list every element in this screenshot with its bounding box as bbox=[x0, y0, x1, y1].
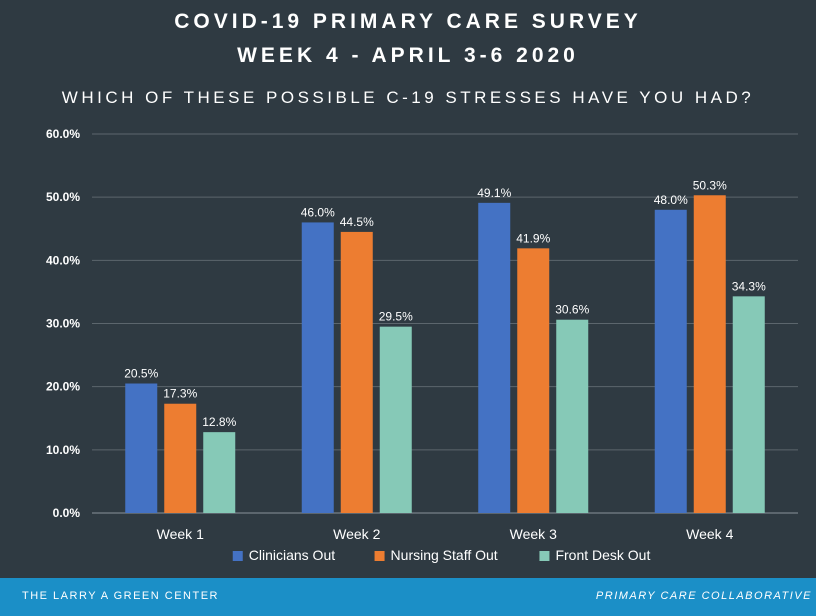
bar-front-desk-out-week-2 bbox=[379, 326, 412, 513]
legend-swatch bbox=[232, 551, 243, 561]
chart-title-line-1: COVID-19 PRIMARY CARE SURVEY bbox=[174, 10, 642, 33]
data-label: 20.5% bbox=[124, 367, 158, 381]
data-label: 30.6% bbox=[555, 303, 589, 317]
y-tick-label: 20.0% bbox=[46, 380, 80, 394]
bar-clinicians-out-week-2 bbox=[301, 222, 334, 513]
x-tick-label: Week 1 bbox=[157, 526, 204, 542]
x-axis: Week 1 Week 2 Week 3 Week 4 bbox=[157, 526, 734, 542]
bar-nursing-staff-out-week-4 bbox=[693, 195, 726, 513]
data-label: 34.3% bbox=[732, 279, 766, 293]
chart-title-line-2: WEEK 4 - APRIL 3-6 2020 bbox=[237, 44, 579, 67]
bar-clinicians-out-week-1 bbox=[125, 383, 158, 513]
data-label: 12.8% bbox=[202, 415, 236, 429]
legend-swatch bbox=[539, 551, 550, 561]
x-tick-label: Week 2 bbox=[333, 526, 380, 542]
x-tick-label: Week 4 bbox=[686, 526, 733, 542]
y-tick-label: 30.0% bbox=[46, 317, 80, 331]
data-label: 29.5% bbox=[379, 310, 413, 324]
data-label: 49.1% bbox=[477, 186, 511, 200]
bar-clinicians-out-week-4 bbox=[654, 209, 687, 514]
footer-bar: THE LARRY A GREEN CENTER PRIMARY CARE CO… bbox=[0, 578, 816, 616]
data-label: 41.9% bbox=[516, 231, 550, 245]
y-tick-label: 40.0% bbox=[46, 253, 80, 267]
bar-group bbox=[125, 195, 765, 514]
legend-label: Nursing Staff Out bbox=[391, 547, 498, 563]
bar-nursing-staff-out-week-2 bbox=[340, 231, 373, 514]
bar-front-desk-out-week-1 bbox=[203, 432, 236, 513]
data-label: 48.0% bbox=[654, 193, 688, 207]
data-labels: 20.5% 17.3% 12.8% 46.0% 44.5% 29.5% 49.1% 41.9%… bbox=[124, 178, 766, 429]
footer-org-name: THE LARRY A GREEN CENTER bbox=[22, 590, 219, 602]
bar-front-desk-out-week-4 bbox=[732, 296, 765, 513]
data-label: 44.5% bbox=[340, 215, 374, 229]
chart-subtitle-question: WHICH OF THESE POSSIBLE C-19 STRESSES HA… bbox=[61, 88, 755, 107]
data-label: 50.3% bbox=[693, 178, 727, 192]
legend-label: Clinicians Out bbox=[249, 547, 335, 563]
x-tick-label: Week 3 bbox=[510, 526, 557, 542]
data-label: 17.3% bbox=[163, 387, 197, 401]
legend: Clinicians Out Nursing Staff Out Front Des… bbox=[232, 547, 650, 563]
data-label: 46.0% bbox=[301, 205, 335, 219]
y-tick-label: 50.0% bbox=[46, 190, 80, 204]
y-tick-label: 10.0% bbox=[46, 443, 80, 457]
bar-chart: 0.0% 10.0% 20.0% 30.0% 40.0% 50.0% 60.0% 20.5%… bbox=[46, 127, 798, 563]
bar-nursing-staff-out-week-3 bbox=[517, 248, 550, 513]
bar-front-desk-out-week-3 bbox=[556, 319, 589, 513]
y-axis: 0.0% 10.0% 20.0% 30.0% 40.0% 50.0% 60.0% bbox=[46, 127, 80, 520]
bar-nursing-staff-out-week-1 bbox=[164, 403, 197, 513]
bar-clinicians-out-week-3 bbox=[478, 202, 511, 513]
legend-label: Front Desk Out bbox=[555, 547, 650, 563]
y-tick-label: 60.0% bbox=[46, 127, 80, 141]
legend-swatch bbox=[374, 551, 385, 561]
footer-collaborative-name: PRIMARY CARE COLLABORATIVE bbox=[595, 590, 812, 602]
y-tick-label: 0.0% bbox=[53, 506, 81, 520]
